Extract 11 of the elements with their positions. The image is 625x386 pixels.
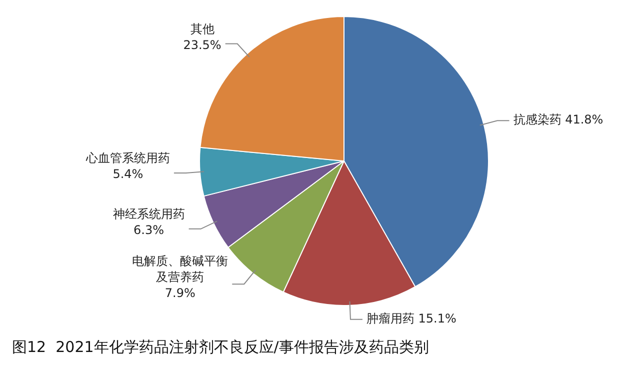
data-label: 5.4% (112, 167, 144, 182)
slice-label: 心血管系统用药 (84, 151, 170, 166)
slice-label: 其他 (190, 22, 214, 36)
slice-label: 肿瘤用药 15.1% (366, 311, 456, 326)
slice-label: 神经系统用药 (112, 207, 185, 222)
data-label: 23.5% (183, 38, 222, 52)
data-label: 6.3% (134, 223, 164, 238)
slice-label: 电解质、酸碱平衡及营养药 (132, 254, 228, 284)
slice-label: 抗感染药 41.8% (513, 112, 604, 127)
data-label: 7.9% (164, 286, 196, 300)
text: 图12 2021年化学药品注射剂不良反应/事件报告涉及药品类别 (11, 338, 430, 357)
